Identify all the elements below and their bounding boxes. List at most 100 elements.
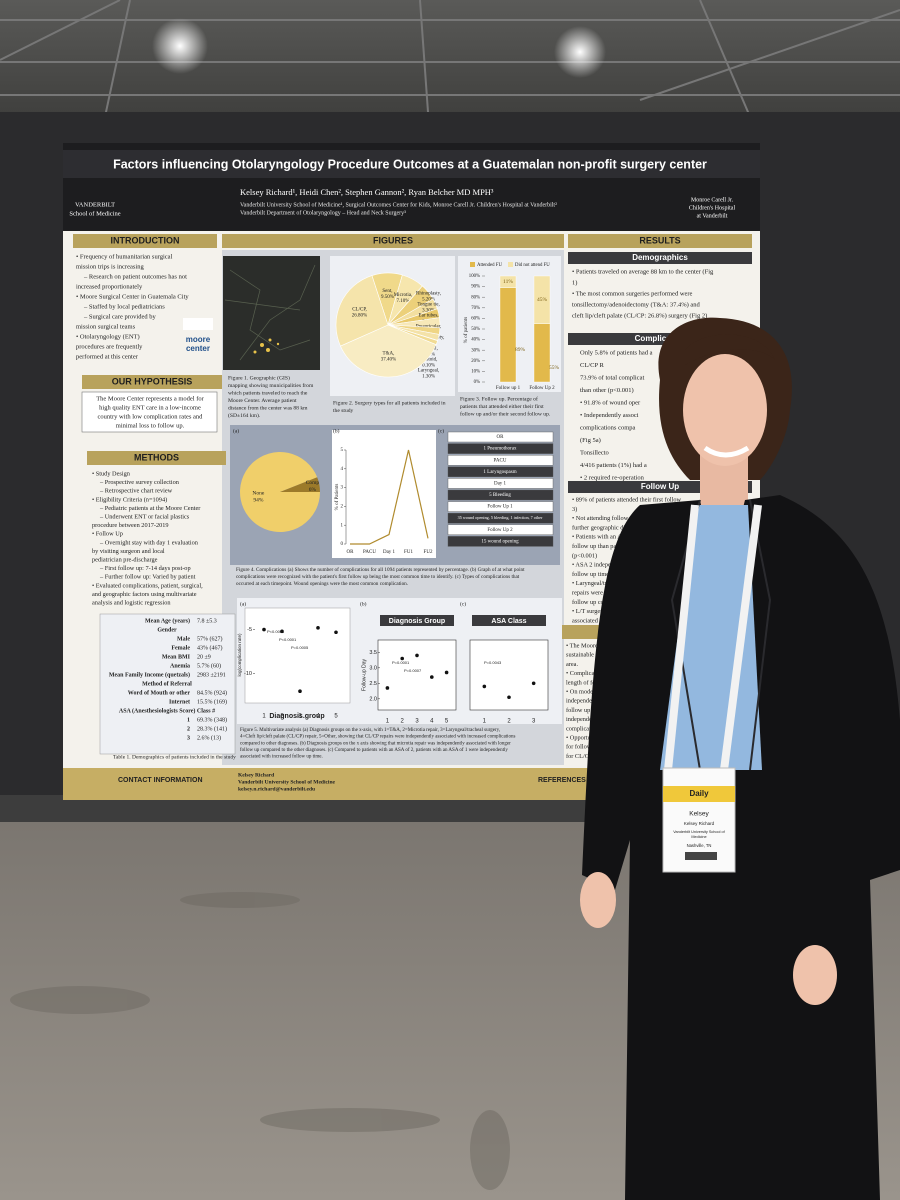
table-cell: 2 — [187, 726, 190, 732]
results-line: complications compa — [580, 424, 636, 431]
x-tick-label: 5 — [334, 714, 338, 720]
y-tick-label: 10% — [471, 369, 480, 374]
caption: patients that attended either their firs… — [460, 403, 544, 410]
y-axis-label: log(complication rate) — [237, 633, 242, 677]
y-tick-label: 2 — [341, 505, 344, 510]
results-line: further geographic dis — [572, 524, 628, 531]
point — [316, 626, 320, 630]
pie-label: Sent, — [382, 289, 392, 294]
moore-logo — [183, 318, 213, 330]
pie-label: None — [252, 490, 264, 496]
table-cell: 20 ±9 — [197, 654, 211, 660]
caption: Figure 3. Follow up. Percentage of — [460, 395, 538, 402]
flow-step: PACU — [494, 458, 507, 463]
fig5b-frame — [377, 639, 457, 711]
intro-line: procedures are frequently — [76, 343, 143, 350]
pie-label: Comp — [306, 480, 320, 486]
results-line: Tonsillecto — [580, 449, 609, 456]
section-heading: FIGURES — [373, 235, 413, 245]
results-line: • On modeling, — [566, 688, 605, 695]
floor-stains — [10, 892, 510, 1190]
intro-line: • Otolaryngology (ENT) — [76, 333, 140, 340]
caption: which patients traveled to reach the — [228, 390, 308, 396]
intro-line: – Staffed by local pediatricians — [83, 303, 165, 310]
point — [444, 670, 449, 675]
section-heading-band — [73, 234, 217, 248]
caption: (SD±164 km). — [228, 412, 261, 419]
intro-line: mission trips is increasing — [76, 263, 144, 270]
methods-line: – Retrospective chart review — [99, 488, 173, 495]
caption: follow up and/or their second follow up. — [460, 410, 551, 417]
pie-label: CL/CP, — [352, 307, 367, 312]
flow-step: 15 wound opening — [481, 540, 519, 545]
caption: distance from the center was 88 km — [228, 404, 308, 411]
results-line: area. — [566, 661, 578, 668]
point — [298, 689, 302, 693]
y-tick-label: -10 — [244, 671, 252, 677]
pie-label: Rhinoplasty, — [416, 292, 441, 297]
results-line: • Opportuni — [566, 734, 596, 741]
pie-slice — [340, 324, 437, 378]
methods-line: – Underwent ENT or facial plastics — [99, 513, 190, 520]
intro-line: • Moore Surgical Center in Guatemala Cit… — [76, 293, 189, 300]
y-tick-label: 90% — [471, 285, 480, 290]
flow-step: 1 Pneumothorax — [484, 447, 517, 452]
methods-line: and geographic factors using multivariat… — [92, 591, 197, 598]
intro-line: mission surgical teams — [76, 323, 136, 330]
hypothesis-line: The Moore Center represents a model for — [96, 395, 204, 402]
section-heading-band — [87, 451, 226, 465]
poster-content: Factors influencing Otolaryngology Proce… — [69, 157, 752, 792]
hand — [580, 872, 616, 928]
pie-slice — [335, 275, 389, 347]
pie-value-label: 6% — [309, 487, 317, 493]
fig5a-frame — [244, 607, 351, 704]
caption: Figure 1. Geographic (GIS) — [228, 374, 290, 381]
results-line: independently — [566, 698, 603, 705]
hypothesis-line: minimal loss to follow up. — [116, 422, 185, 429]
subsection-heading-band — [568, 252, 752, 264]
x-tick-label: 4 — [430, 719, 434, 725]
pie-value-label: 1.30% — [422, 375, 435, 380]
results-line: • Laryngeal/tracheal — [572, 580, 623, 587]
flow-step: 35 wound opening, 5 bleeding, 1 infectio… — [458, 515, 543, 521]
intro-line: – Surgical care provided by — [83, 313, 156, 320]
table-cell: 5.7% (60) — [197, 662, 221, 669]
methods-line: – Pediatric patients at the Moore Center — [99, 505, 201, 512]
table-cell: ASA (Anesthesiologists Score) Class # — [119, 707, 215, 714]
table-cell: 1 — [187, 717, 190, 723]
results-line: associated with lo — [572, 617, 617, 624]
badge-barcode — [685, 852, 717, 860]
table-cell: Male — [177, 636, 190, 642]
flow-step: OR — [497, 435, 505, 440]
pie-label: Microtia, — [394, 293, 412, 298]
section-heading: RESULTS — [639, 235, 680, 245]
caption: mapping showing municipalities from — [228, 382, 314, 389]
x-tick-label: 3 — [298, 714, 302, 720]
methods-line: • Study Design — [92, 470, 131, 477]
results-line: • Patients with an ASA — [572, 534, 630, 541]
results-line: CL/CP R — [580, 362, 604, 369]
x-tick-label: 4 — [316, 714, 320, 720]
flow-box — [447, 536, 554, 547]
x-tick-label: 1 — [386, 719, 390, 725]
methods-line: – Overnight stay with day 1 evaluation — [99, 539, 199, 546]
flow-step: Follow Up 2 — [487, 528, 513, 533]
subsection-heading: Complication — [635, 334, 686, 343]
y-tick-label: 50% — [471, 327, 480, 332]
methods-line: analysis and logistic regression — [92, 599, 171, 606]
results-line: • 2 required re-operation — [580, 474, 645, 481]
results-line: for CL/CP — [566, 753, 593, 760]
bar — [533, 323, 551, 383]
lanyard — [720, 504, 762, 771]
y-tick-label: 2.0 — [369, 696, 377, 702]
section-heading-band — [222, 234, 564, 248]
y-tick-label: 2.5 — [369, 681, 377, 687]
pie-value-label: 37.40% — [381, 357, 396, 362]
plot-title: Diagnosis Group — [389, 618, 445, 625]
results-line: tonsillectomy/adenoidectomy (T&A: 37.4%)… — [572, 301, 701, 308]
methods-line: pediatrician pre-discharge — [92, 556, 158, 563]
logo-text: at Vanderbilt — [697, 213, 728, 219]
title-band — [63, 150, 760, 178]
map-borders — [224, 264, 316, 361]
flow-box — [447, 431, 554, 443]
